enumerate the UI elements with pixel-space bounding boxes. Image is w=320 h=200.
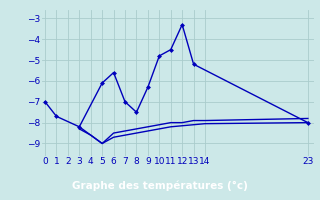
Text: Graphe des températures (°c): Graphe des températures (°c) — [72, 180, 248, 191]
